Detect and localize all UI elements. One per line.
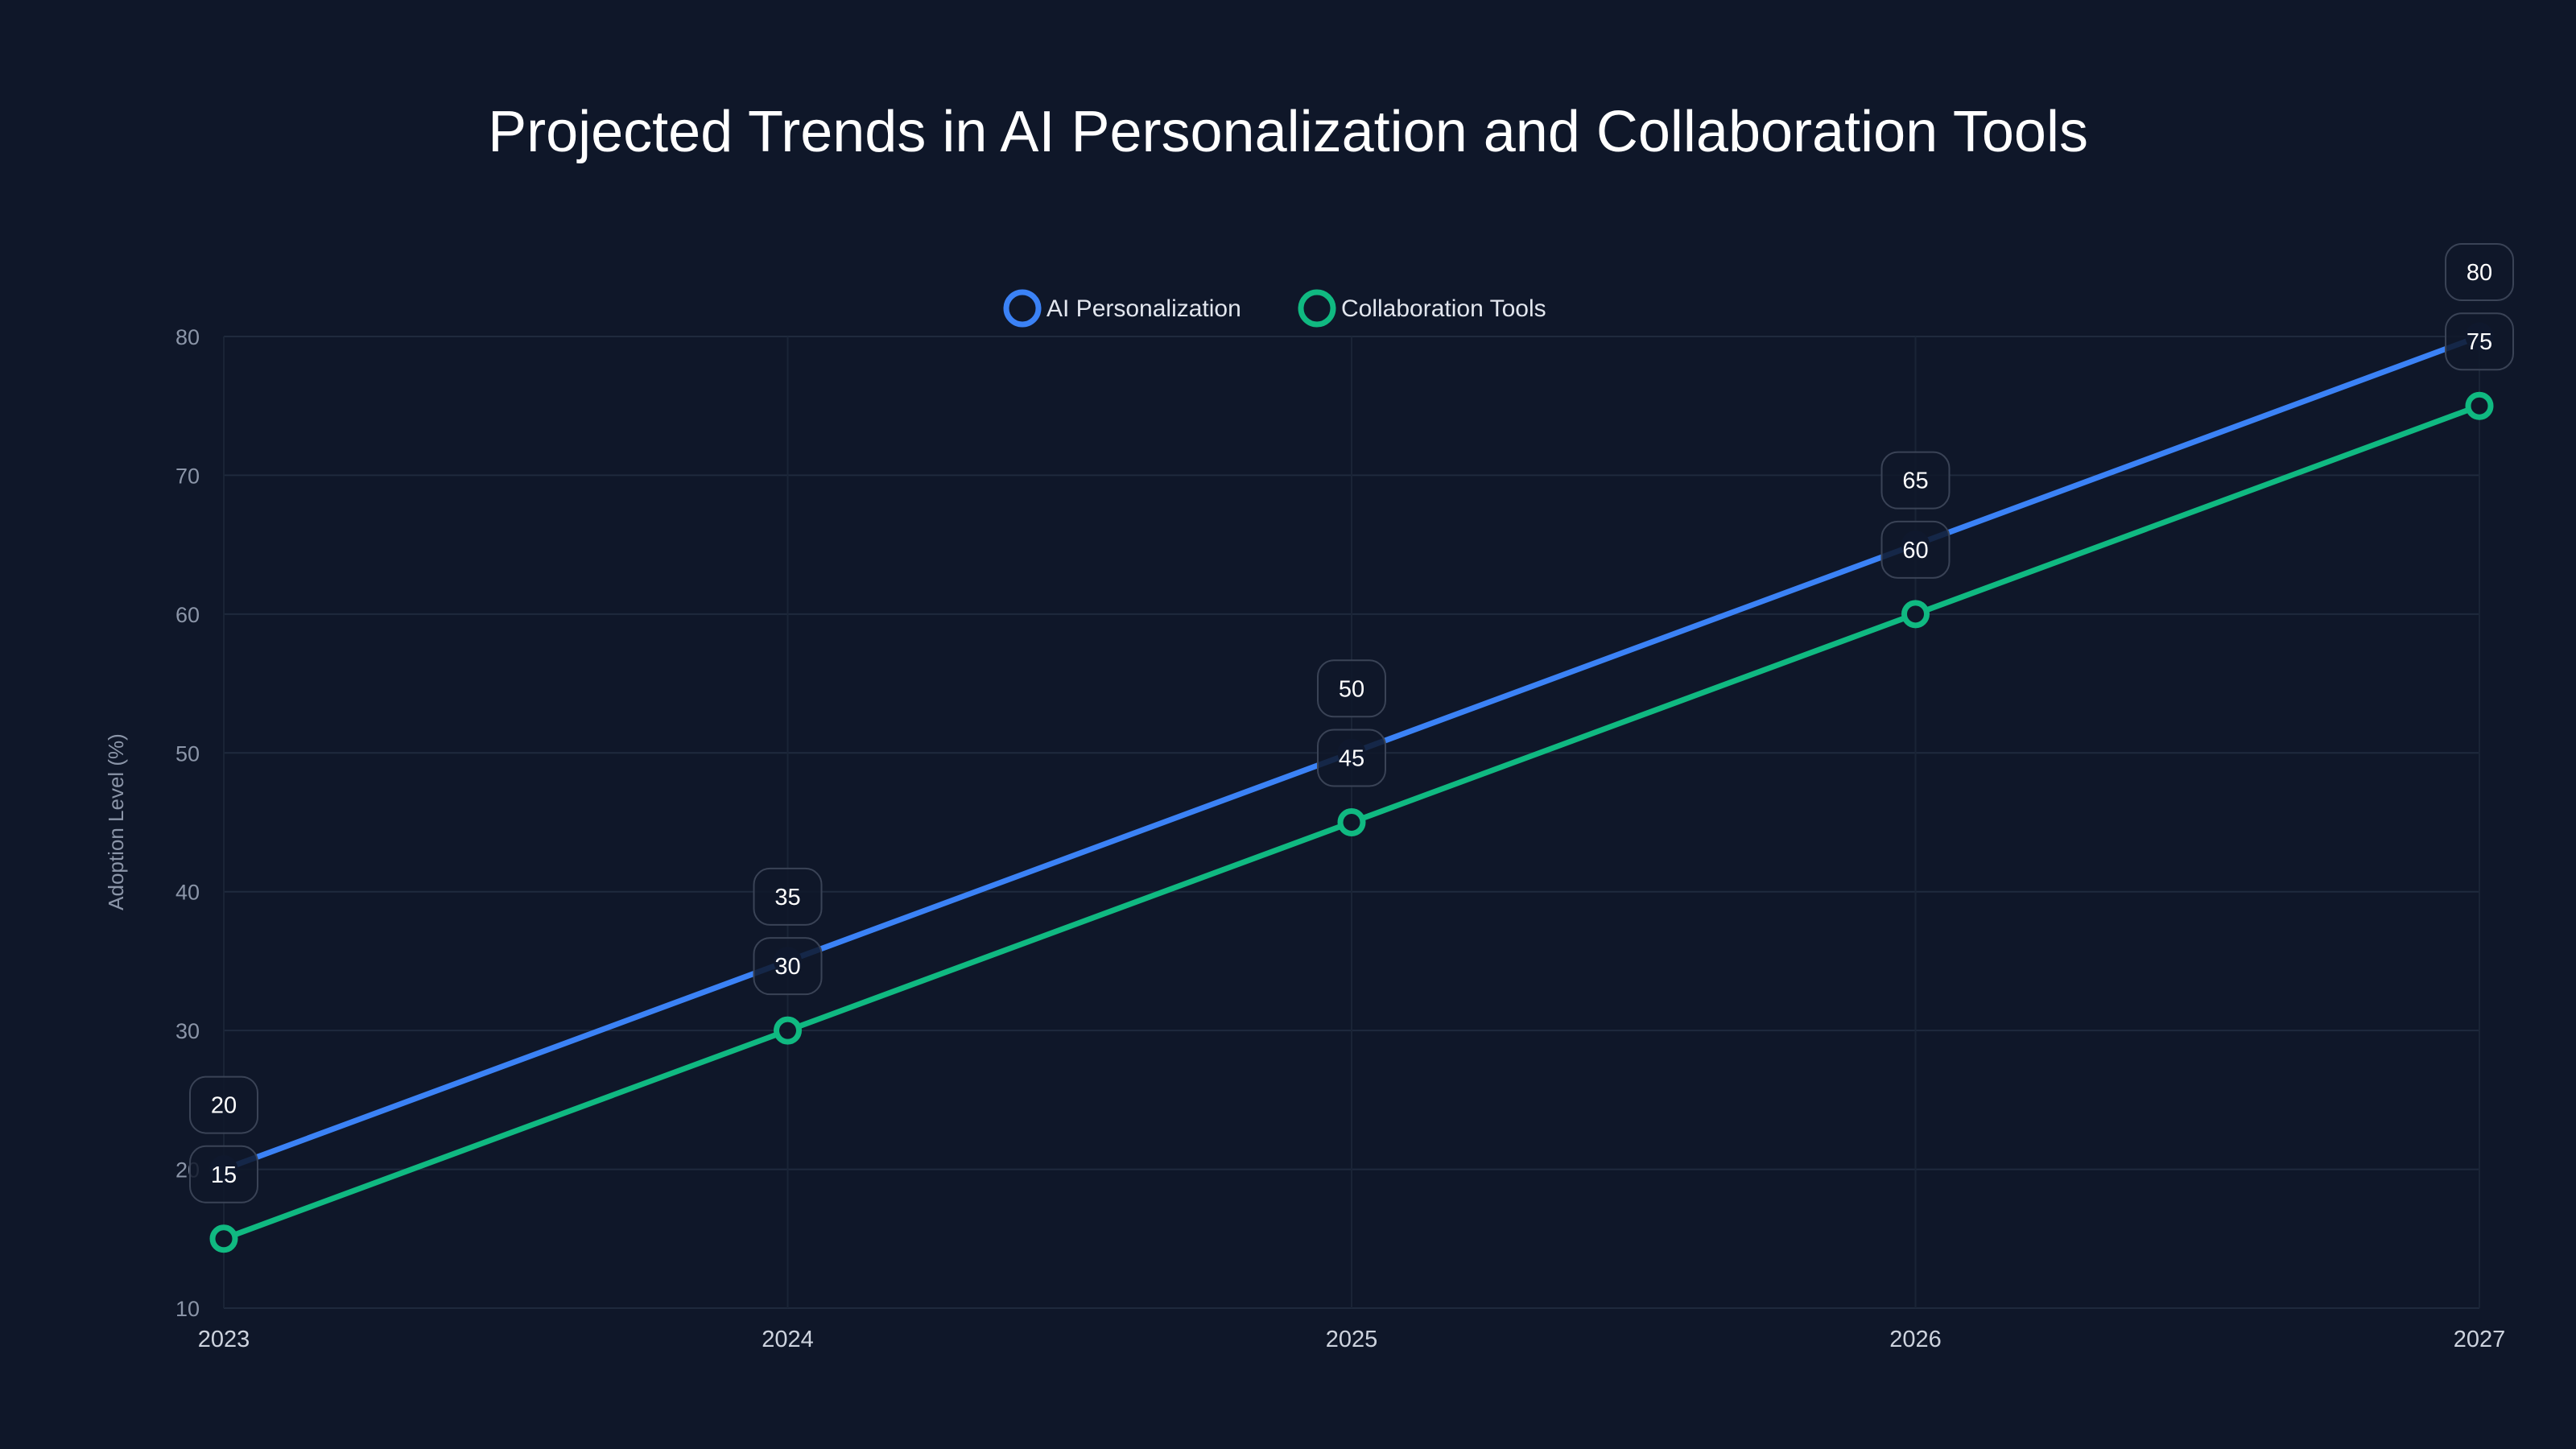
data-label: 75 (2445, 312, 2514, 371)
data-label: 45 (1317, 729, 1386, 787)
y-tick-label: 40 (175, 881, 200, 905)
data-label: 65 (1880, 451, 1951, 510)
y-tick-label: 10 (175, 1297, 200, 1321)
data-label: 80 (2445, 243, 2514, 301)
data-point-marker (1901, 600, 1930, 629)
y-tick-label: 60 (175, 603, 200, 627)
x-tick-label: 2024 (762, 1327, 814, 1352)
data-label-box (753, 937, 823, 996)
data-label-box (2445, 312, 2514, 371)
x-tick-label: 2027 (2454, 1327, 2506, 1352)
y-tick-label: 80 (175, 325, 200, 349)
y-tick-label: 30 (175, 1019, 200, 1043)
data-point-marker (1337, 808, 1366, 836)
data-label-box (1317, 729, 1386, 787)
data-label-box (189, 1075, 258, 1134)
y-tick-label: 50 (175, 741, 200, 766)
data-label-box (189, 1145, 258, 1203)
data-label-box (753, 867, 823, 926)
data-label-text: 50 (1339, 676, 1364, 702)
data-label: 20 (189, 1075, 258, 1134)
data-point-marker (209, 1224, 238, 1253)
x-tick-label: 2025 (1326, 1327, 1378, 1352)
data-label-box (1317, 659, 1386, 718)
y-axis-label: Adoption Level (%) (104, 733, 128, 910)
data-label: 30 (753, 937, 823, 996)
data-label-box (1880, 451, 1951, 510)
data-label-text: 20 (211, 1093, 237, 1119)
data-label-text: 15 (211, 1162, 237, 1188)
data-label: 60 (1880, 520, 1951, 579)
data-point-marker (2465, 391, 2494, 420)
data-label-text: 65 (1902, 469, 1928, 494)
data-label-box (2445, 243, 2514, 301)
legend-label: AI Personalization (1046, 295, 1241, 322)
data-label: 35 (753, 867, 823, 926)
data-label-text: 75 (2467, 329, 2492, 355)
data-label-text: 35 (774, 885, 800, 910)
data-point-marker (774, 1016, 802, 1045)
chart-title: Projected Trends in AI Personalization a… (488, 100, 2088, 164)
data-label: 15 (189, 1145, 258, 1203)
data-label-text: 30 (774, 954, 800, 980)
x-tick-label: 2023 (198, 1327, 250, 1352)
data-label-text: 80 (2467, 260, 2492, 286)
y-tick-label: 70 (175, 464, 200, 488)
legend: AI Personalization Collaboration Tools (1003, 289, 1546, 328)
data-label-text: 60 (1902, 538, 1928, 564)
data-label-box (1880, 520, 1951, 579)
data-label: 50 (1317, 659, 1386, 718)
legend-marker-icon (1003, 289, 1042, 328)
legend-marker-icon (1298, 289, 1336, 328)
legend-label: Collaboration Tools (1341, 295, 1546, 322)
data-label-text: 45 (1339, 746, 1364, 772)
x-tick-label: 2026 (1889, 1327, 1942, 1352)
